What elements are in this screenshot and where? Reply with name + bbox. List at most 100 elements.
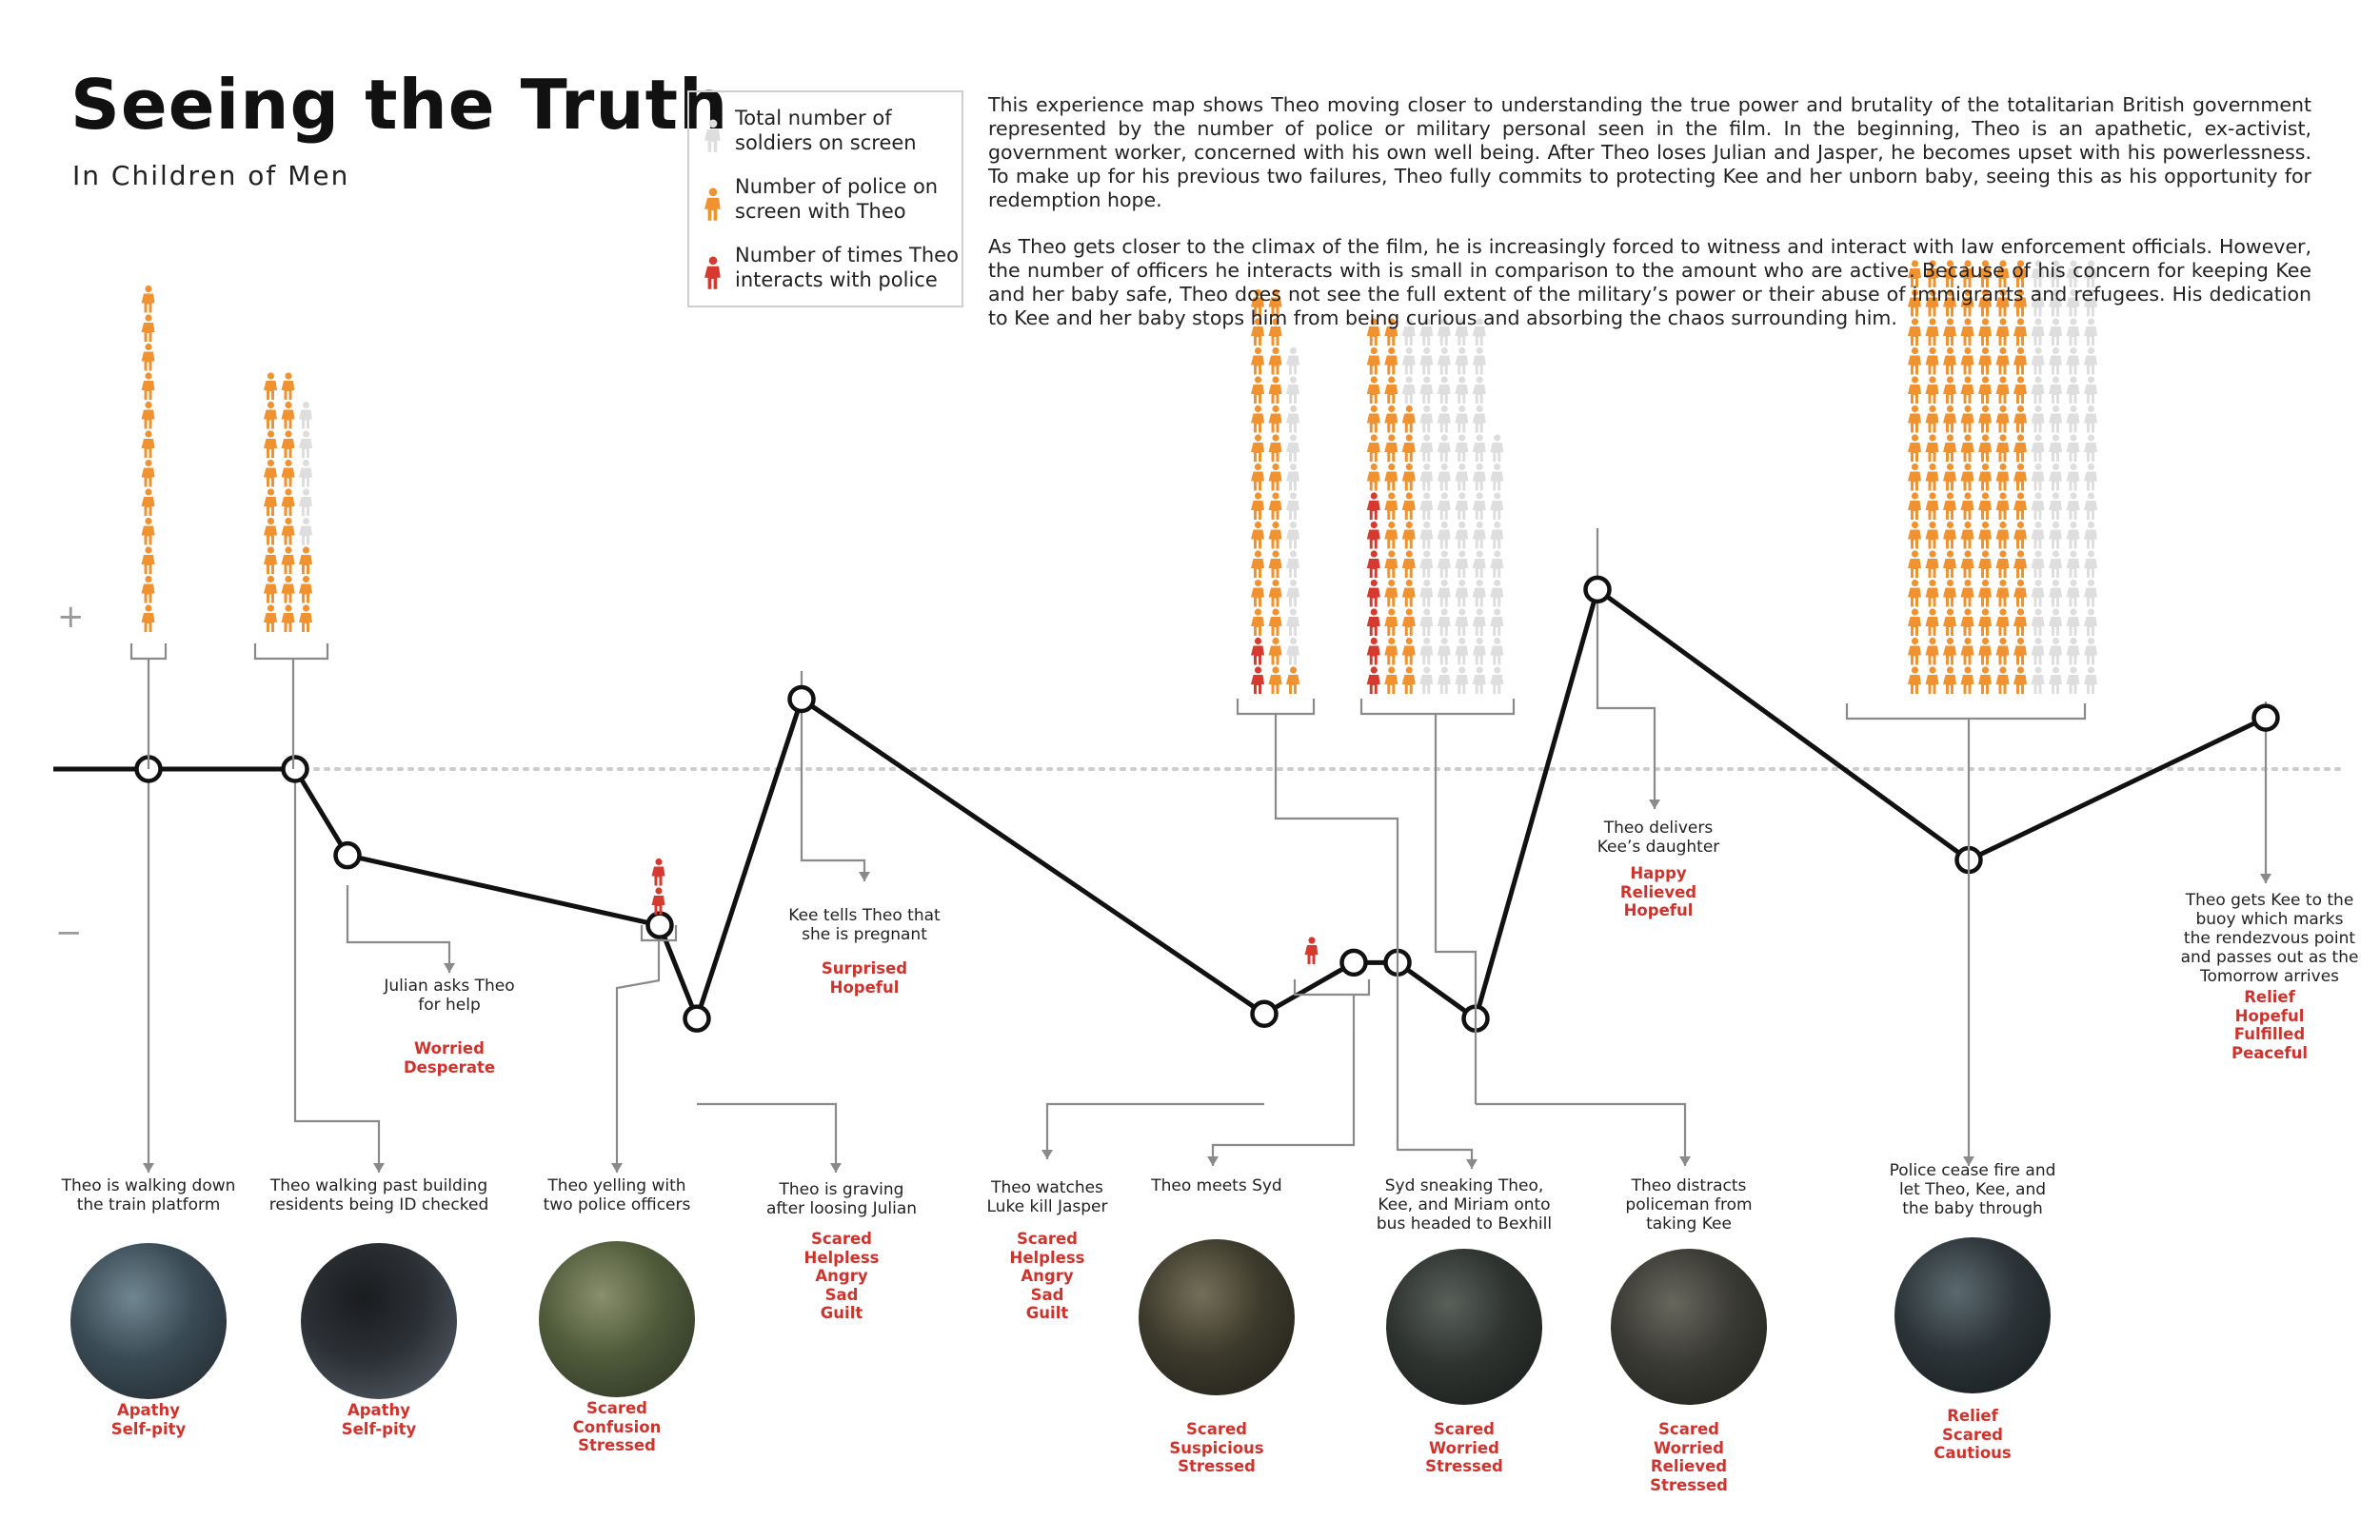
person-orange-icon	[1978, 346, 1992, 375]
event-label: Theo distracts policeman from taking Kee	[1625, 1176, 1753, 1234]
person-orange-icon	[1943, 434, 1956, 462]
person-gray-icon	[1401, 346, 1416, 375]
person-orange-icon	[2013, 666, 2027, 694]
event-node	[1250, 999, 1279, 1028]
page-subtitle: In Children of Men	[72, 160, 350, 191]
event-label: Kee tells Theo that she is pregnant	[788, 906, 941, 944]
person-orange-icon	[1925, 579, 1939, 607]
person-orange-icon	[1384, 521, 1398, 549]
person-gray-icon	[2031, 666, 2045, 694]
person-orange-icon	[2013, 608, 2027, 636]
person-gray-icon	[704, 119, 721, 152]
person-gray-icon	[1419, 550, 1434, 578]
person-gray-icon	[2084, 463, 2097, 491]
person-orange-icon	[1251, 318, 1264, 346]
person-orange-icon	[1943, 492, 1956, 520]
person-gray-icon	[1437, 637, 1451, 665]
person-orange-icon	[1268, 434, 1282, 462]
person-gray-icon	[1472, 376, 1486, 404]
person-orange-icon	[141, 546, 155, 574]
person-gray-icon	[1286, 346, 1299, 375]
person-red-icon	[1366, 521, 1380, 549]
person-gray-icon	[1437, 550, 1451, 578]
scene-photo	[1386, 1249, 1542, 1405]
person-gray-icon	[1437, 318, 1451, 346]
person-orange-icon	[1384, 463, 1398, 491]
person-gray-icon	[1472, 318, 1486, 346]
person-gray-icon	[1472, 346, 1486, 375]
person-orange-icon	[1251, 492, 1264, 520]
event-emotions: Worried Desperate	[403, 1039, 496, 1076]
person-orange-icon	[1995, 376, 2010, 404]
event-label: Syd sneaking Theo, Kee, and Miriam onto bu…	[1376, 1176, 1553, 1234]
person-orange-icon	[2013, 579, 2027, 607]
event-label: Theo gets Kee to the buoy which marks the …	[2180, 891, 2359, 986]
person-gray-icon	[1286, 550, 1299, 578]
person-gray-icon	[2066, 463, 2080, 491]
person-orange-icon	[1995, 521, 2010, 549]
person-gray-icon	[1455, 637, 1469, 665]
person-orange-icon	[299, 546, 312, 574]
person-gray-icon	[1455, 318, 1469, 346]
person-red-icon	[651, 887, 665, 915]
person-gray-icon	[2031, 318, 2045, 346]
person-gray-icon	[1286, 579, 1299, 607]
person-orange-icon	[1908, 376, 1921, 404]
person-orange-icon	[1286, 666, 1299, 694]
person-gray-icon	[2049, 550, 2062, 578]
person-orange-icon	[1978, 434, 1992, 462]
person-orange-icon	[1401, 405, 1416, 433]
person-gray-icon	[1455, 521, 1469, 549]
person-orange-icon	[1960, 288, 1974, 317]
person-orange-icon	[1960, 608, 1974, 636]
person-orange-icon	[1384, 492, 1398, 520]
person-orange-icon	[1401, 521, 1416, 549]
person-gray-icon	[2084, 492, 2097, 520]
person-gray-icon	[2031, 463, 2045, 491]
person-orange-icon	[1401, 492, 1416, 520]
event-emotions: Scared Suspicious Stressed	[1169, 1420, 1264, 1475]
arrow-head	[1679, 1156, 1691, 1166]
person-gray-icon	[1455, 666, 1469, 694]
person-gray-icon	[1472, 463, 1486, 491]
person-orange-icon	[1943, 376, 1956, 404]
person-gray-icon	[2066, 405, 2080, 433]
person-orange-icon	[1908, 550, 1921, 578]
person-orange-icon	[1251, 288, 1264, 317]
person-orange-icon	[1978, 318, 1992, 346]
person-orange-icon	[1384, 318, 1398, 346]
person-orange-icon	[704, 188, 721, 221]
person-orange-icon	[1925, 376, 1939, 404]
person-orange-icon	[1943, 463, 1956, 491]
legend-item-interactions: Number of times Theo interacts with poli…	[689, 243, 962, 300]
person-orange-icon	[1995, 318, 2010, 346]
person-gray-icon	[2049, 637, 2062, 665]
person-gray-icon	[1437, 463, 1451, 491]
event-emotions: Surprised Hopeful	[821, 959, 908, 997]
person-orange-icon	[1401, 637, 1416, 665]
person-gray-icon	[2084, 288, 2097, 317]
person-orange-icon	[1960, 637, 1974, 665]
person-gray-icon	[2049, 579, 2062, 607]
person-gray-icon	[2049, 376, 2062, 404]
person-orange-icon	[1943, 521, 1956, 549]
person-orange-icon	[2013, 405, 2027, 433]
person-orange-icon	[1908, 463, 1921, 491]
event-emotions: Scared Worried Stressed	[1425, 1420, 1503, 1475]
person-gray-icon	[1286, 608, 1299, 636]
event-label: Julian asks Theo for help	[384, 977, 515, 1015]
person-gray-icon	[1472, 579, 1486, 607]
person-gray-icon	[1419, 579, 1434, 607]
event-emotions: Scared Helpless Angry Sad Guilt	[1009, 1230, 1085, 1322]
person-orange-icon	[1908, 260, 1921, 287]
event-node	[787, 684, 816, 714]
arrow-head	[373, 1163, 385, 1173]
person-gray-icon	[2066, 492, 2080, 520]
person-orange-icon	[1995, 637, 2010, 665]
person-gray-icon	[299, 459, 312, 487]
person-orange-icon	[1384, 579, 1398, 607]
person-orange-icon	[2013, 288, 2027, 317]
person-orange-icon	[1384, 550, 1398, 578]
person-gray-icon	[2066, 579, 2080, 607]
event-emotions: Scared Helpless Angry Sad Guilt	[803, 1230, 880, 1322]
